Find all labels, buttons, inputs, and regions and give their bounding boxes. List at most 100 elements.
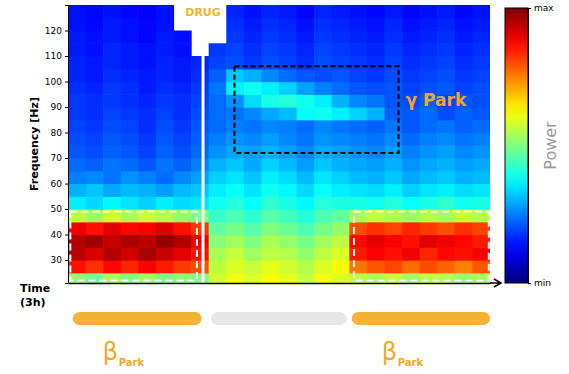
heatmap-cell — [156, 69, 174, 82]
heatmap-cell — [332, 133, 350, 146]
heatmap-cell — [402, 196, 420, 209]
heatmap-cell — [472, 69, 490, 82]
heatmap-cell — [138, 158, 156, 171]
heatmap-cell — [455, 120, 473, 133]
heatmap-cell — [209, 56, 227, 69]
heatmap-cells — [68, 5, 490, 283]
heatmap-cell — [420, 69, 438, 82]
heatmap-cell — [314, 18, 332, 31]
heatmap-cell — [385, 5, 403, 18]
heatmap-cell — [86, 145, 104, 158]
heatmap-cell — [455, 158, 473, 171]
state-bar — [352, 312, 490, 325]
heatmap-cell — [472, 94, 490, 107]
heatmap-cell — [455, 184, 473, 197]
heatmap-cell — [314, 133, 332, 146]
heatmap-cell — [244, 82, 262, 95]
heatmap-cell — [437, 247, 455, 260]
heatmap-cell — [472, 43, 490, 56]
heatmap-cell — [103, 107, 121, 120]
heatmap-cell — [103, 158, 121, 171]
heatmap-cell — [174, 260, 192, 273]
heatmap-cell — [279, 69, 297, 82]
heatmap-cell — [367, 235, 385, 248]
heatmap-cell — [367, 56, 385, 69]
heatmap-cell — [261, 94, 279, 107]
heatmap-cell — [279, 133, 297, 146]
state-bar — [211, 312, 347, 325]
heatmap-cell — [402, 56, 420, 69]
heatmap-cell — [261, 18, 279, 31]
heatmap-cell — [103, 31, 121, 44]
heatmap-cell — [402, 222, 420, 235]
colorbar-tick-label: max — [534, 3, 554, 13]
heatmap-cell — [138, 94, 156, 107]
heatmap-cell — [402, 260, 420, 273]
heatmap-cell — [156, 31, 174, 44]
heatmap-cell — [367, 133, 385, 146]
state-bar — [73, 312, 202, 325]
heatmap-cell — [279, 120, 297, 133]
heatmap-cell — [367, 196, 385, 209]
heatmap-cell — [314, 235, 332, 248]
heatmap-cell — [349, 107, 367, 120]
annotation-texts: DRUGγ Park — [185, 6, 467, 110]
heatmap-cell — [261, 43, 279, 56]
heatmap-cell — [349, 247, 367, 260]
heatmap-cell — [226, 260, 244, 273]
heatmap-cell — [455, 18, 473, 31]
heatmap-cell — [103, 247, 121, 260]
heatmap-cell — [156, 222, 174, 235]
heatmap-cell — [437, 171, 455, 184]
x-axis-line — [69, 283, 491, 285]
heatmap-cell — [86, 260, 104, 273]
y-tick: 120 — [45, 26, 68, 36]
heatmap-cell — [402, 31, 420, 44]
heatmap-cell — [86, 171, 104, 184]
heatmap-cell — [455, 171, 473, 184]
heatmap-cell — [103, 184, 121, 197]
heatmap-cell — [297, 31, 315, 44]
heatmap-cell — [385, 82, 403, 95]
heatmap-cell — [437, 260, 455, 273]
heatmap-cell — [138, 260, 156, 273]
heatmap-cell — [244, 31, 262, 44]
heatmap-cell — [385, 133, 403, 146]
heatmap-cell — [191, 273, 209, 283]
heatmap-cell — [349, 222, 367, 235]
heatmap-cell — [174, 145, 192, 158]
heatmap-cell — [103, 222, 121, 235]
y-tick-label: 60 — [51, 179, 63, 189]
heatmap-cell — [385, 196, 403, 209]
heatmap-cell — [261, 247, 279, 260]
heatmap-cell — [156, 196, 174, 209]
heatmap-cell — [121, 31, 139, 44]
heatmap-cell — [261, 120, 279, 133]
heatmap-cell — [349, 69, 367, 82]
heatmap-cell — [226, 158, 244, 171]
heatmap-cell — [174, 158, 192, 171]
heatmap-cell — [297, 133, 315, 146]
heatmap-cell — [156, 171, 174, 184]
heatmap-cell — [349, 184, 367, 197]
heatmap-cell — [297, 5, 315, 18]
y-axis-title: Frequency [Hz] — [28, 97, 41, 191]
heatmap-cell — [209, 43, 227, 56]
heatmap-cell — [174, 82, 192, 95]
heatmap-cell — [437, 235, 455, 248]
heatmap-cell — [472, 18, 490, 31]
y-tick-label: 50 — [51, 204, 63, 214]
y-tick: 60 — [51, 179, 68, 189]
state-label: β — [103, 338, 118, 366]
colorbar — [505, 8, 528, 283]
heatmap-cell — [86, 31, 104, 44]
heatmap-cell — [156, 120, 174, 133]
heatmap-cell — [86, 94, 104, 107]
heatmap-cell — [420, 171, 438, 184]
heatmap-cell — [174, 196, 192, 209]
heatmap-cell — [437, 18, 455, 31]
state-label: β — [382, 338, 397, 366]
heatmap-cell — [402, 158, 420, 171]
heatmap-cell — [332, 18, 350, 31]
heatmap-cell — [367, 171, 385, 184]
